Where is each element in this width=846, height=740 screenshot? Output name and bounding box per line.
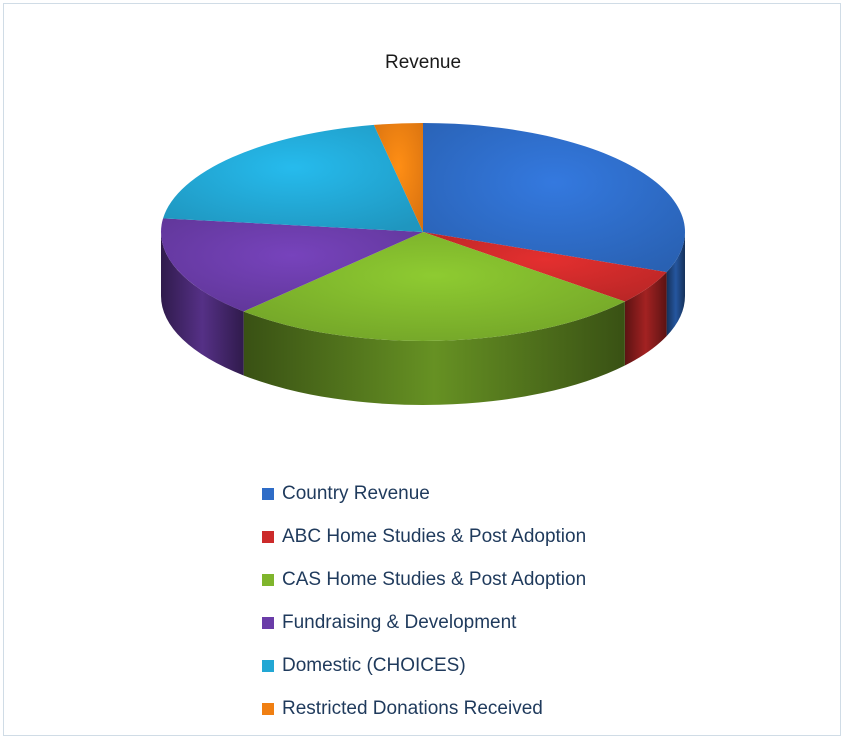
legend: Country Revenue ABC Home Studies & Post … xyxy=(262,472,586,730)
legend-label: ABC Home Studies & Post Adoption xyxy=(282,525,587,547)
legend-item: Fundraising & Development xyxy=(262,601,586,644)
legend-swatch xyxy=(262,616,274,629)
legend-label: CAS Home Studies & Post Adoption xyxy=(282,568,587,590)
pie-side-wall xyxy=(161,232,244,376)
legend-item: Restricted Donations Received xyxy=(262,687,586,730)
pie-slice xyxy=(373,123,423,232)
pie-tops xyxy=(160,123,685,341)
legend-item: CAS Home Studies & Post Adoption xyxy=(262,558,586,601)
legend-item: ABC Home Studies & Post Adoption xyxy=(262,515,586,558)
legend-item: Domestic (CHOICES) xyxy=(262,644,586,687)
legend-swatch xyxy=(262,573,274,586)
pie-chart xyxy=(160,123,685,406)
legend-swatch xyxy=(262,702,274,715)
pie-slice xyxy=(160,218,423,312)
pie-side-wall xyxy=(243,301,625,406)
pie-slice xyxy=(423,123,685,273)
pie-slice xyxy=(243,232,625,341)
pie-side-wall xyxy=(624,272,667,366)
legend-swatch xyxy=(262,530,274,543)
legend-label: Fundraising & Development xyxy=(282,611,517,633)
pie-sides xyxy=(161,232,685,406)
pie-side-wall xyxy=(666,232,685,337)
pie-slice xyxy=(163,124,423,232)
legend-swatch xyxy=(262,487,274,500)
chart-title: Revenue xyxy=(384,52,462,73)
legend-label: Country Revenue xyxy=(282,482,430,504)
legend-item: Country Revenue xyxy=(262,472,586,515)
legend-label: Restricted Donations Received xyxy=(282,697,543,719)
legend-swatch xyxy=(262,659,274,672)
legend-label: Domestic (CHOICES) xyxy=(282,654,466,676)
pie-slice xyxy=(423,232,667,302)
